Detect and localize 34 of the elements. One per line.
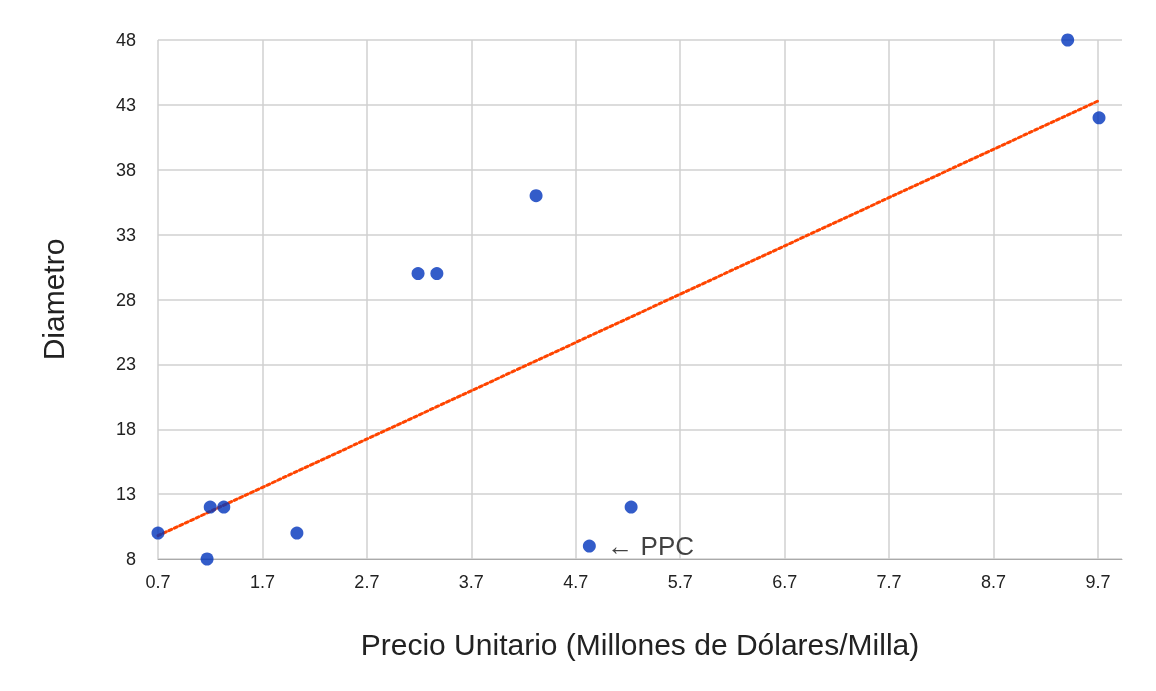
y-tick-label: 48 <box>115 30 136 50</box>
point <box>582 539 596 553</box>
x-axis-title: Precio Unitario (Millones de Dólares/Milla) <box>360 627 920 661</box>
x-tick-label: 0.7 <box>145 572 171 592</box>
x-tick-label: 8.7 <box>981 572 1007 592</box>
point <box>430 267 444 281</box>
point <box>203 500 217 514</box>
point <box>624 500 638 514</box>
y-tick-label: 13 <box>115 484 136 505</box>
point <box>290 526 304 540</box>
point <box>411 267 425 281</box>
point <box>151 526 165 540</box>
point <box>1092 111 1106 125</box>
y-tick-label: 33 <box>115 224 136 245</box>
x-tick-label: 1.7 <box>249 572 275 592</box>
x-tick-label: 5.7 <box>667 572 693 592</box>
y-axis-title: Diametro <box>36 238 70 361</box>
y-tick-label: 38 <box>115 159 136 180</box>
y-tick-label: 28 <box>115 289 136 310</box>
annotation: ← PPC <box>607 531 695 562</box>
x-tick-label: 4.7 <box>563 572 589 592</box>
point <box>217 500 231 514</box>
x-tick-label: 3.7 <box>458 572 484 592</box>
y-tick-label: 43 <box>115 94 136 115</box>
point <box>1061 33 1075 47</box>
x-tick-label: 2.7 <box>354 572 380 592</box>
x-tick-label: 6.7 <box>772 572 798 592</box>
y-tick-label: 18 <box>115 419 136 440</box>
point <box>200 552 214 566</box>
y-tick-label: 8 <box>125 549 136 569</box>
point <box>529 189 543 203</box>
y-tick-label: 23 <box>115 354 136 375</box>
x-tick-label: 7.7 <box>876 572 902 592</box>
x-tick-label: 9.7 <box>1085 572 1111 592</box>
